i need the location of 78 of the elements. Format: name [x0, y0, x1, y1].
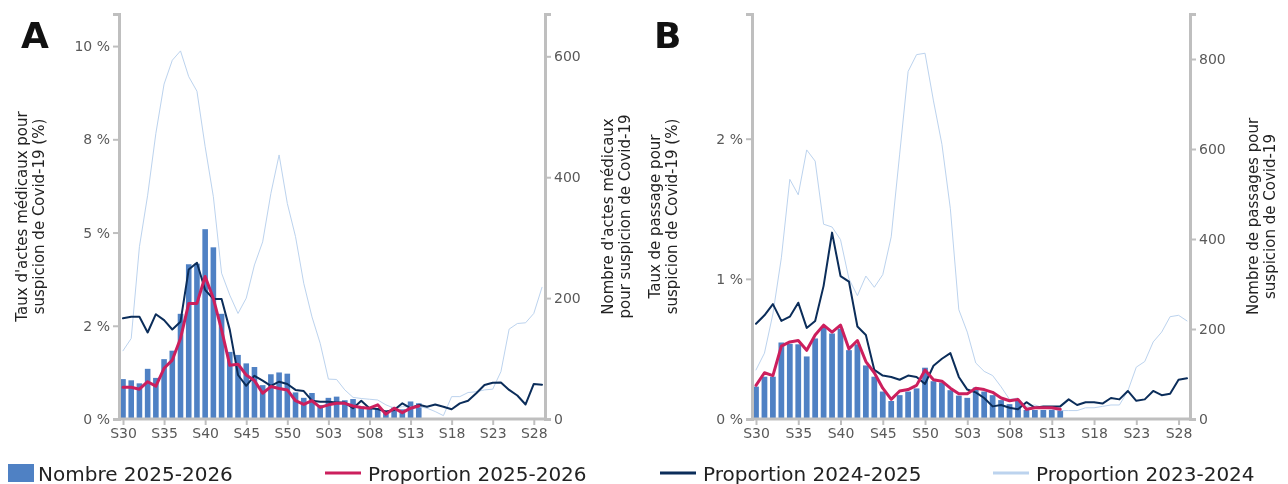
x-tick-label: S40	[827, 424, 855, 441]
y2-tick-label: 200	[1199, 320, 1226, 337]
x-tick-label: S23	[479, 424, 507, 441]
y-tick-label: 8 %	[83, 131, 110, 148]
y-tick-label: 2 %	[83, 317, 110, 334]
line-series	[121, 275, 421, 416]
bar	[879, 391, 886, 419]
x-tick-label: S45	[869, 424, 897, 441]
bar	[812, 338, 819, 419]
text: A	[21, 15, 49, 56]
y-tick-label: 2 %	[716, 130, 743, 147]
y-axis-title: Taux de passage pour suspicion de Covid-19 (%)	[646, 118, 682, 315]
y2-tick-label: 600	[554, 48, 581, 65]
line-series	[755, 231, 1188, 411]
y2-tick-label: 0	[1199, 410, 1208, 427]
bar	[964, 397, 971, 419]
x-tick-label: S30	[110, 424, 137, 441]
x-tick-label: S13	[1038, 424, 1066, 441]
y-tick-label: 5 %	[83, 224, 110, 241]
y2-tick-label: 800	[1199, 50, 1226, 67]
bar	[786, 343, 793, 419]
x-tick-label: S13	[397, 424, 425, 441]
y2-tick-label: 600	[1199, 140, 1226, 157]
y2-axis-title: Nombre d'actes médicaux pour suspicion de Covid-19	[599, 114, 635, 319]
bar	[1048, 410, 1055, 419]
x-tick-label: S28	[520, 424, 548, 441]
y2-tick-label: 400	[554, 169, 581, 186]
y-tick-label: 0 %	[83, 410, 110, 427]
bar	[862, 365, 869, 419]
y-axis-title: Taux d'actes médicaux pour suspicion de Covid-19 (%)	[13, 110, 49, 323]
x-tick-label: S18	[1081, 424, 1108, 441]
bar	[871, 376, 878, 419]
bar	[803, 356, 810, 419]
x-tick-label: S40	[192, 424, 220, 441]
x-tick-label: S08	[356, 424, 384, 441]
x-tick-label: S35	[785, 424, 813, 441]
legend-label: Nombre 2025-2026	[38, 462, 233, 484]
bar	[1032, 410, 1038, 419]
bar	[829, 333, 835, 419]
bar	[194, 263, 200, 419]
x-tick-label: S08	[996, 424, 1024, 441]
line-series	[122, 50, 543, 417]
x-tick-label: S45	[233, 424, 261, 441]
y-tick-label: 0 %	[716, 410, 743, 427]
bar	[939, 382, 945, 419]
y2-tick-label: 400	[1199, 230, 1226, 247]
bar	[888, 401, 895, 419]
bar	[955, 395, 962, 419]
x-tick-label: S03	[954, 424, 982, 441]
bar	[846, 350, 852, 419]
x-tick-label: S30	[743, 424, 770, 441]
y2-axis-title: Nombre de passages pour suspicion de Covid-19	[1244, 117, 1280, 316]
x-tick-label: S50	[274, 424, 302, 441]
bar	[795, 344, 802, 419]
x-tick-label: S23	[1123, 424, 1151, 441]
bar	[202, 229, 208, 419]
x-tick-label: S35	[151, 424, 178, 441]
x-tick-label: S28	[1165, 424, 1193, 441]
x-tick-label: S03	[315, 424, 343, 441]
bar	[905, 391, 911, 419]
y2-tick-label: 0	[554, 410, 563, 427]
y-tick-label: 1 %	[716, 270, 743, 287]
y-tick-label: 10 %	[74, 38, 110, 55]
line-series	[122, 261, 543, 413]
bar	[770, 376, 776, 419]
x-tick-label: S50	[912, 424, 939, 441]
bar	[896, 395, 903, 419]
bar	[778, 342, 785, 419]
line-series	[755, 52, 1188, 412]
bar	[161, 359, 167, 419]
bar	[128, 380, 135, 419]
text: B	[654, 15, 682, 56]
bar	[185, 264, 192, 419]
bar	[1040, 410, 1047, 419]
x-tick-label: S18	[438, 424, 466, 441]
line-series	[754, 323, 1062, 411]
y2-tick-label: 200	[554, 290, 581, 307]
bar	[947, 390, 954, 419]
